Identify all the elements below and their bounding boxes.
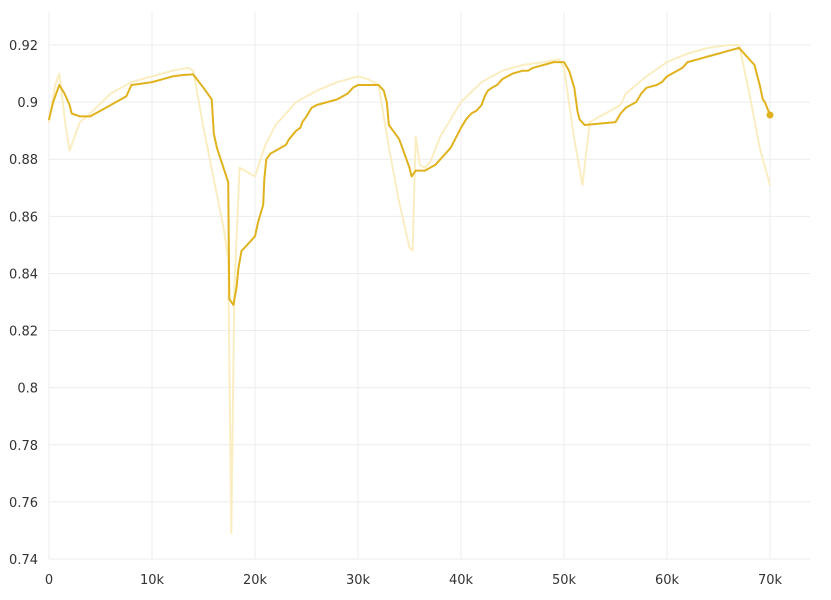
y-tick-label: 0.76 (9, 496, 38, 511)
x-tick-label: 40k (449, 573, 474, 588)
x-axis: 0 10k 20k 30k 40k 50k 60k 70k (45, 573, 783, 588)
x-tick-label: 60k (655, 573, 680, 588)
y-tick-label: 0.92 (9, 39, 38, 54)
y-tick-label: 0.84 (9, 267, 38, 282)
x-tick-label: 30k (346, 573, 371, 588)
x-tick-label: 20k (243, 573, 268, 588)
gridlines (48, 12, 810, 560)
y-tick-label: 0.9 (17, 96, 38, 111)
y-axis: 0.74 0.76 0.78 0.8 0.82 0.84 0.86 0.88 0.9 0.92 (9, 39, 38, 568)
x-tick-label: 70k (758, 573, 783, 588)
y-tick-label: 0.82 (9, 325, 38, 340)
y-tick-label: 0.78 (9, 439, 38, 454)
y-tick-label: 0.74 (9, 553, 38, 568)
y-tick-label: 0.88 (9, 153, 38, 168)
last-value-marker (766, 111, 774, 119)
raw-series-line (48, 44, 771, 535)
smoothed-series-line (48, 46, 771, 306)
x-tick-label: 0 (45, 573, 53, 588)
y-tick-label: 0.8 (17, 382, 38, 397)
y-tick-label: 0.86 (9, 210, 38, 225)
x-tick-label: 10k (140, 573, 165, 588)
series-lines (48, 44, 774, 535)
x-tick-label: 50k (552, 573, 577, 588)
